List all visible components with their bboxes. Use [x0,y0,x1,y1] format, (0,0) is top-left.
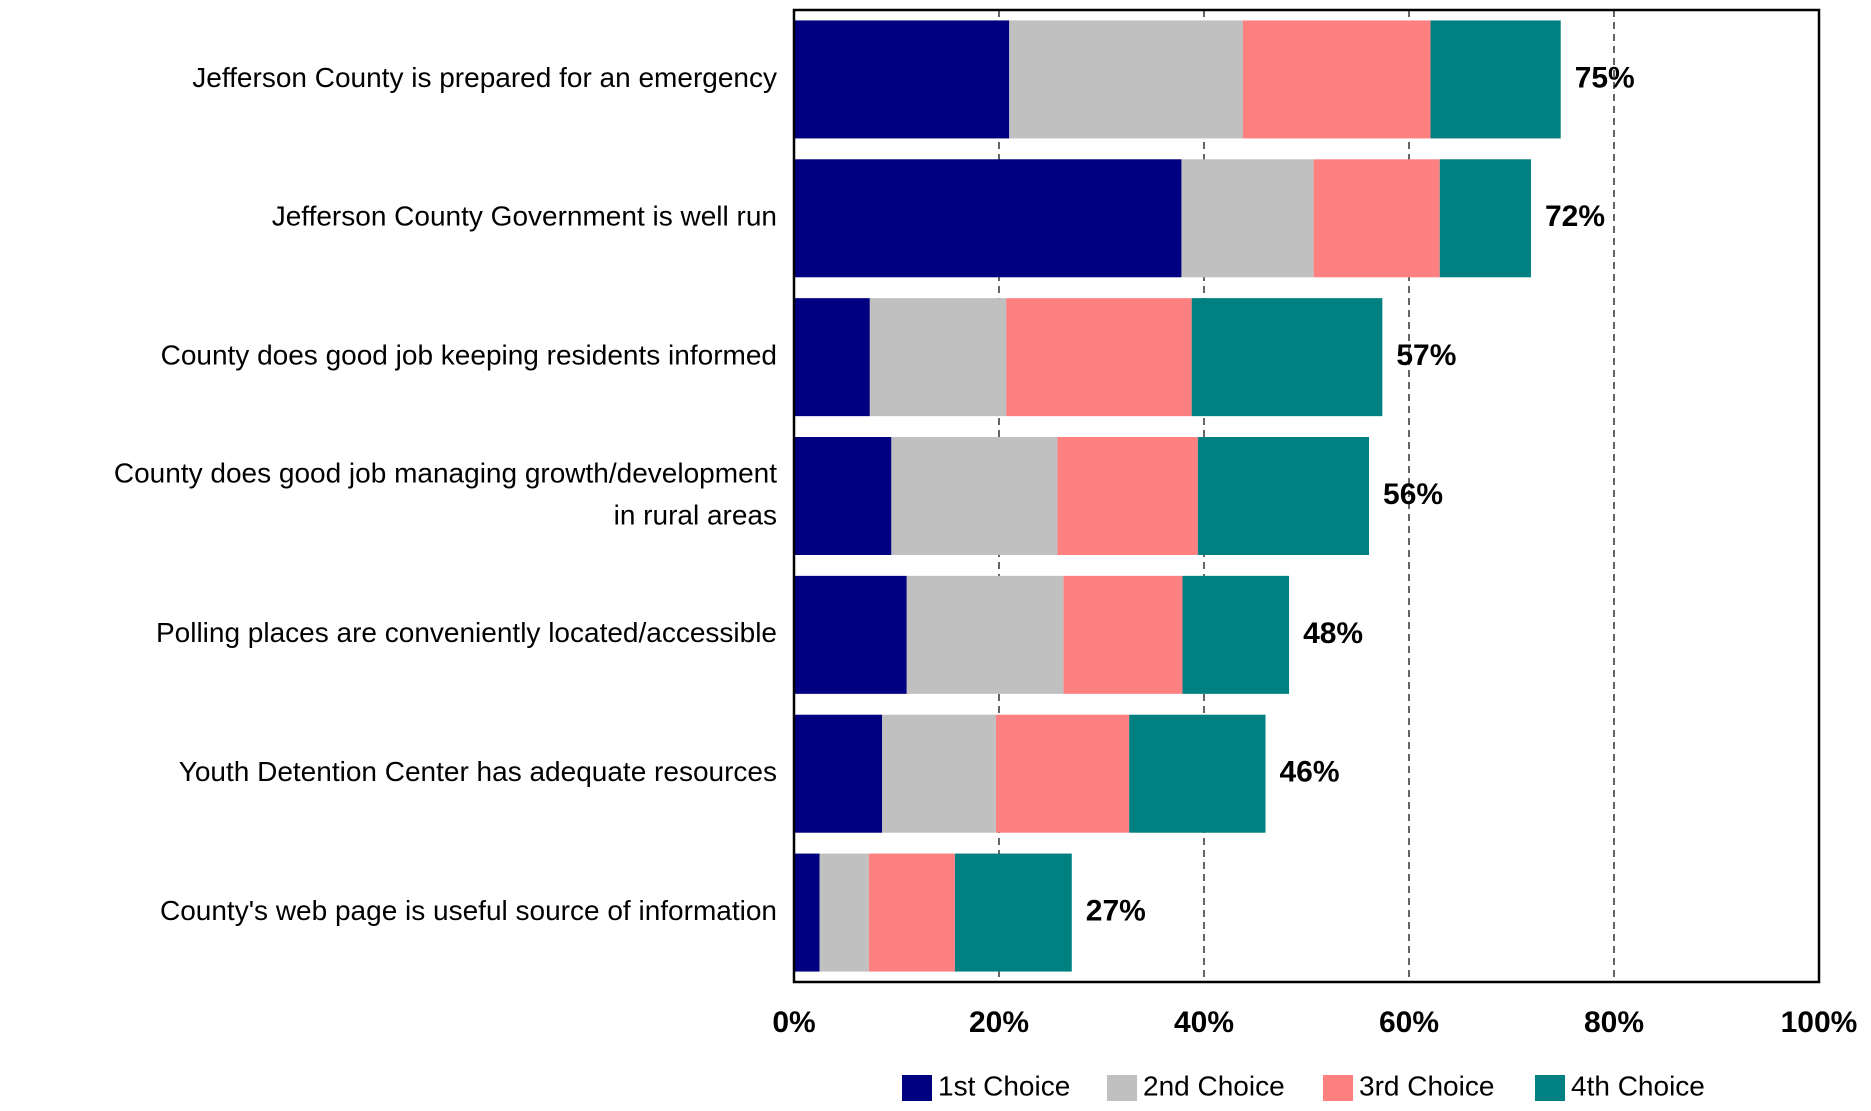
total-label-2: 72% [1545,200,1605,233]
category-label-7: County's web page is useful source of in… [160,895,777,926]
plot-area-frame [792,8,1821,984]
total-label-7: 27% [1086,894,1146,927]
total-label-1: 75% [1575,61,1635,94]
bar-4-3rd-choice [1057,437,1198,555]
legend-swatch-3 [1323,1075,1353,1101]
bar-5-2nd-choice [906,575,1064,694]
x-axis-tick-labels: 0% 20% 40% 60% 80% 100% [772,1006,1857,1039]
legend-swatch-4 [1535,1075,1565,1101]
bar-5-1st-choice [794,575,907,694]
x-tick-label-40: 40% [1174,1006,1234,1039]
bar-2-4th-choice [1439,159,1531,278]
total-labels: 75% 72% 57% 56% 48% 46% 27% [1086,61,1635,927]
bar-7-3rd-choice [868,853,955,972]
category-label-1: Jefferson County is prepared for an emer… [192,62,777,93]
total-label-3: 57% [1396,339,1456,372]
total-label-6: 46% [1280,756,1340,789]
legend: 1st Choice 2nd Choice 3rd Choice 4th Choice [902,1070,1705,1101]
x-tick-label-80: 80% [1584,1006,1644,1039]
bar-1-4th-choice [1430,20,1561,139]
bar-6-1st-choice [794,714,883,833]
x-tick-label-0: 0% [772,1006,815,1039]
legend-swatch-2 [1107,1075,1137,1101]
category-label-4: in rural areas [614,499,777,530]
bar-5-3rd-choice [1063,575,1183,694]
bar-3-3rd-choice [1006,298,1192,417]
bar-3-2nd-choice [869,298,1007,417]
total-label-5: 48% [1303,617,1363,650]
category-labels: Jefferson County is prepared for an emer… [114,62,777,926]
bar-2-1st-choice [794,159,1182,278]
legend-label-2: 2nd Choice [1143,1070,1285,1101]
legend-label-4: 4th Choice [1571,1070,1705,1101]
bar-6-2nd-choice [882,714,996,833]
bar-4-4th-choice [1197,437,1370,555]
bar-2-2nd-choice [1181,159,1314,278]
bar-1-3rd-choice [1242,20,1431,139]
bar-4-1st-choice [794,437,892,555]
category-label-5: Polling places are conveniently located/… [156,617,777,648]
bar-6-3rd-choice [995,714,1130,833]
legend-label-1: 1st Choice [938,1070,1070,1101]
category-label-3: County does good job keeping residents i… [161,340,777,371]
category-label-2: Jefferson County Government is well run [272,201,777,232]
bar-1-1st-choice [794,20,1010,139]
bar-7-2nd-choice [819,853,869,972]
legend-label-3: 3rd Choice [1359,1070,1494,1101]
x-tick-label-100: 100% [1781,1006,1858,1039]
legend-swatch-1 [902,1075,932,1101]
bar-7-1st-choice [794,853,820,972]
bars [794,20,1561,972]
bar-3-4th-choice [1191,298,1383,417]
bar-5-4th-choice [1182,575,1290,694]
bar-4-2nd-choice [891,437,1058,555]
bar-2-3rd-choice [1313,159,1440,278]
bar-3-1st-choice [794,298,870,417]
bar-6-4th-choice [1129,714,1266,833]
bar-1-2nd-choice [1009,20,1243,139]
total-label-4: 56% [1383,478,1443,511]
x-tick-label-20: 20% [969,1006,1029,1039]
category-label-6: Youth Detention Center has adequate reso… [179,756,777,787]
x-tick-label-60: 60% [1379,1006,1439,1039]
category-label-4: County does good job managing growth/dev… [114,457,777,488]
bar-7-4th-choice [954,853,1072,972]
